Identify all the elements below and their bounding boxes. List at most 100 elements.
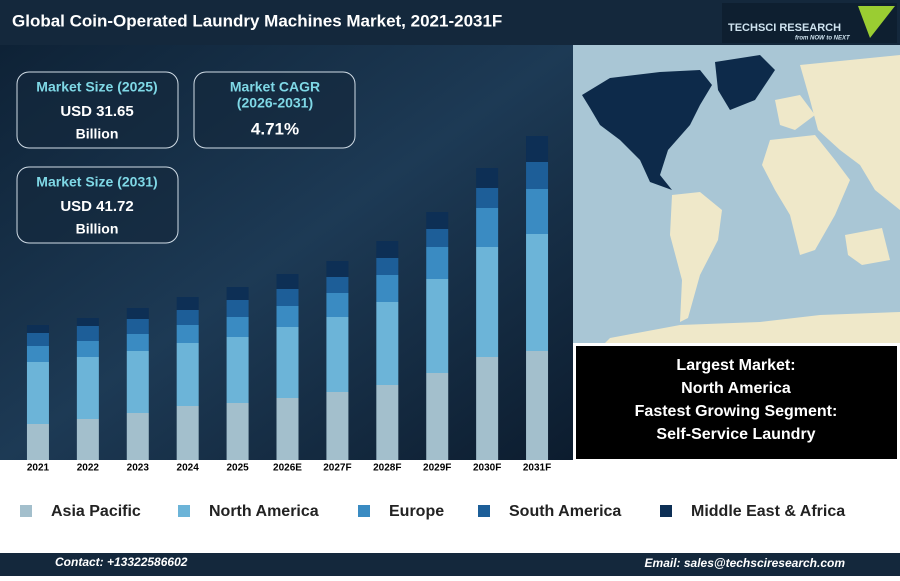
highlight-line: Self-Service Laundry (656, 426, 815, 443)
bar-segment (526, 189, 549, 234)
bar-segment (476, 247, 499, 357)
x-tick-label: 2026E (273, 463, 302, 474)
stat-value: 4.71% (251, 119, 299, 138)
bar-segment (426, 279, 449, 373)
bar-segment (76, 341, 99, 357)
x-tick-label: 2021 (27, 463, 50, 474)
x-tick-label: 2022 (77, 463, 100, 474)
x-tick-label: 2029F (423, 463, 451, 474)
bar-segment (226, 337, 249, 403)
stat-value: USD 41.72 (60, 198, 133, 215)
bar-segment (376, 241, 399, 258)
bar-segment (226, 317, 249, 337)
legend-label: South America (509, 503, 621, 520)
legend-swatch (358, 505, 370, 517)
bar-segment (376, 302, 399, 385)
bar-segment (476, 208, 499, 247)
footer-contact: Contact: +13322586602 (55, 555, 188, 569)
bar-segment (126, 308, 149, 319)
bar-segment (376, 258, 399, 275)
bar-segment (526, 162, 549, 189)
x-tick-label: 2031F (523, 463, 551, 474)
bar-segment (176, 343, 199, 406)
bar-segment (276, 398, 299, 460)
bar-segment (476, 357, 499, 460)
bar-segment (426, 247, 449, 279)
bar-segment (176, 406, 199, 460)
bar-segment (426, 212, 449, 229)
bar-segment (326, 293, 349, 317)
bar-segment (176, 325, 199, 343)
bar-segment (376, 385, 399, 460)
stat-box (16, 166, 179, 244)
bar-segment (276, 306, 299, 327)
x-tick-label: 2023 (127, 463, 150, 474)
footer-bar (0, 553, 900, 576)
highlight-line: Fastest Growing Segment: (635, 403, 838, 420)
stat-unit: Billion (76, 126, 119, 142)
bar-segment (326, 277, 349, 293)
bar-segment (326, 392, 349, 460)
title: Global Coin-Operated Laundry Machines Ma… (12, 11, 502, 30)
highlight-line: Largest Market: (676, 357, 795, 374)
bar-segment (326, 261, 349, 277)
legend-swatch (20, 505, 32, 517)
bar-segment (426, 229, 449, 247)
bar-segment (526, 136, 549, 162)
bar-segment (26, 362, 49, 424)
stat-label: Market Size (2031) (36, 174, 157, 190)
bar-segment (176, 310, 199, 325)
highlight-line: North America (681, 380, 791, 397)
bar-segment (26, 333, 49, 346)
bar-segment (226, 287, 249, 300)
legend-label: Europe (389, 503, 444, 520)
legend-swatch (478, 505, 490, 517)
bar-segment (26, 325, 49, 333)
bar-segment (326, 317, 349, 392)
bar-segment (126, 351, 149, 413)
bar-segment (526, 351, 549, 460)
legend-label: Asia Pacific (51, 503, 141, 520)
bar-segment (376, 275, 399, 302)
highlight-box (574, 344, 899, 461)
legend-label: Middle East & Africa (691, 503, 845, 520)
bar-segment (226, 403, 249, 460)
stat-box (193, 71, 356, 149)
world-map (573, 45, 900, 343)
legend-swatch (660, 505, 672, 517)
bar-segment (76, 326, 99, 341)
x-tick-label: 2027F (323, 463, 351, 474)
bar-segment (176, 297, 199, 310)
bar-segment (276, 274, 299, 289)
stat-label: (2026-2031) (237, 95, 313, 111)
bar-segment (126, 319, 149, 334)
bar-segment (76, 318, 99, 326)
x-tick-label: 2025 (226, 463, 249, 474)
stat-unit: Billion (76, 221, 119, 237)
bar-segment (226, 300, 249, 317)
bar-segment (126, 413, 149, 460)
bar-segment (76, 419, 99, 460)
bar-segment (276, 289, 299, 306)
stat-label: Market Size (2025) (36, 79, 157, 95)
bar-segment (476, 188, 499, 208)
bar-segment (26, 346, 49, 362)
stat-label: Market CAGR (230, 79, 320, 95)
logo-tagline: from NOW to NEXT (795, 36, 851, 42)
logo-mark (858, 6, 895, 38)
bar-segment (426, 373, 449, 460)
stat-value: USD 31.65 (60, 103, 133, 120)
bar-segment (526, 234, 549, 351)
x-tick-label: 2028F (373, 463, 401, 474)
stat-box (16, 71, 179, 149)
bar-segment (26, 424, 49, 460)
legend-label: North America (209, 503, 319, 520)
bar-segment (476, 168, 499, 188)
bar-segment (76, 357, 99, 419)
x-tick-label: 2024 (177, 463, 200, 474)
logo-text: TECHSCI RESEARCH (728, 22, 841, 34)
bar-segment (126, 334, 149, 351)
x-tick-label: 2030F (473, 463, 501, 474)
bar-segment (276, 327, 299, 398)
